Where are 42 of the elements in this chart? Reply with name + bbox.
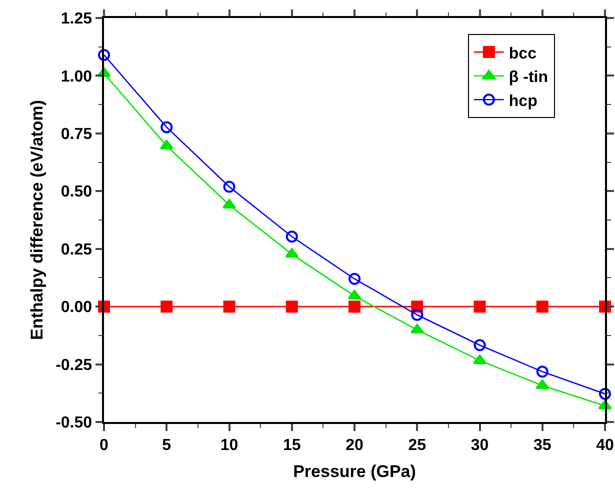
y-tick-label: 1.25	[60, 10, 92, 28]
y-tick-label: 0.25	[60, 241, 92, 258]
legend-label: hcp	[508, 92, 538, 110]
y-axis-title: Enthalpy difference (eV/atom)	[28, 100, 47, 340]
x-tick-label: 35	[533, 436, 552, 454]
point	[348, 300, 360, 313]
point	[599, 388, 611, 400]
y-tick-label: 0.50	[60, 184, 92, 201]
point	[285, 248, 299, 258]
point	[286, 300, 298, 313]
point	[223, 300, 236, 313]
x-tick-label: 30	[470, 436, 489, 454]
y-tick-label: -0.25	[56, 356, 92, 374]
point	[98, 48, 110, 61]
x-tick-label: 20	[346, 436, 364, 454]
point	[536, 300, 548, 313]
point	[474, 300, 486, 313]
x-tick-label: 25	[408, 436, 426, 454]
x-axis-title: Pressure (GPa)	[293, 462, 416, 481]
point	[160, 121, 173, 134]
y-tick-label: -0.50	[56, 414, 92, 432]
y-tick-label: 1.00	[60, 68, 92, 86]
x-tick-label: 40	[596, 436, 614, 454]
point	[160, 140, 174, 150]
point	[536, 366, 548, 378]
point	[411, 308, 424, 321]
point	[536, 380, 550, 390]
legend-label: bcc	[508, 45, 537, 62]
x-tick-label: 10	[220, 436, 238, 454]
point	[348, 290, 362, 300]
point	[410, 324, 424, 334]
x-tick-label: 5	[162, 436, 172, 454]
point	[286, 230, 298, 243]
x-tick-label: 0	[100, 436, 109, 454]
point	[160, 300, 173, 313]
legend-label: β -tin	[508, 69, 548, 86]
y-tick-label: 0.75	[60, 126, 92, 144]
x-tick-label: 15	[282, 436, 301, 454]
point	[348, 272, 360, 285]
point	[223, 180, 236, 193]
point	[474, 339, 486, 352]
y-tick-label: 0.00	[60, 299, 92, 316]
